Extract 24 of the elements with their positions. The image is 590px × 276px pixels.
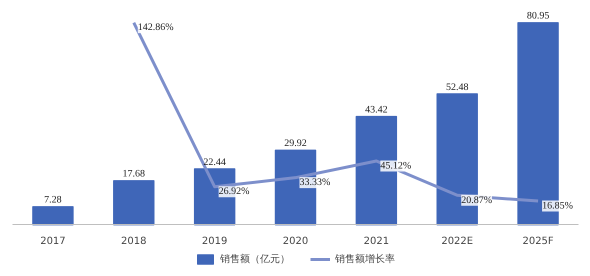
data-label: 7.28: [44, 194, 62, 206]
data-label: 45.12%: [380, 160, 412, 172]
data-label: 80.95: [526, 10, 550, 22]
data-label: 29.92: [284, 138, 307, 150]
data-label: 142.86%: [138, 22, 174, 34]
x-tick-label: 2019: [202, 236, 228, 247]
x-tick-label: 2021: [364, 236, 390, 247]
x-tick-label: 2022E: [441, 236, 474, 247]
bar: [113, 180, 154, 226]
x-tick-label: 2020: [282, 236, 308, 247]
bar: [32, 206, 74, 226]
data-label: 33.33%: [300, 177, 330, 188]
x-tick-label: 2018: [121, 236, 147, 247]
legend-label: 销售额增长率: [335, 252, 395, 266]
data-label: 52.48: [446, 82, 468, 93]
data-label: 16.85%: [542, 200, 573, 212]
x-tick-label: 2017: [40, 236, 66, 247]
data-label: 17.68: [122, 168, 146, 180]
legend-label: 销售额（亿元）: [220, 252, 290, 266]
data-label: 22.44: [203, 156, 226, 168]
data-label: 43.42: [365, 104, 388, 116]
data-label: 26.92%: [218, 186, 250, 198]
data-label: 20.87%: [461, 194, 492, 206]
x-tick-label: 2025F: [522, 236, 554, 247]
